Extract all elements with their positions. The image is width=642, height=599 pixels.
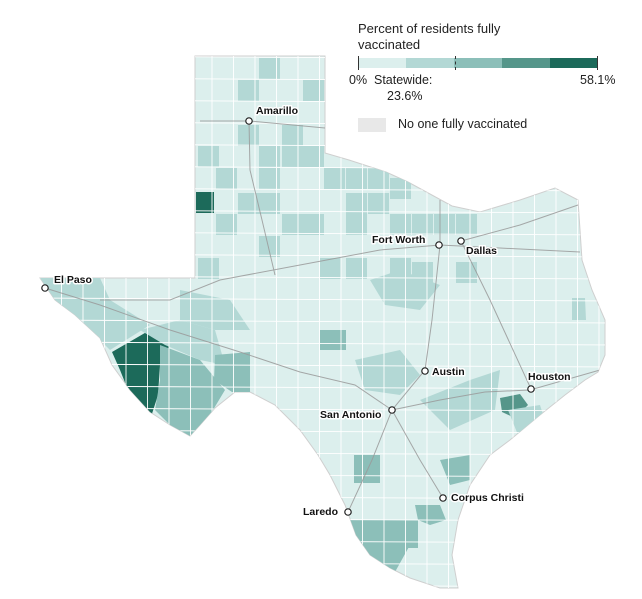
city-dallas: Dallas	[457, 237, 499, 259]
county-shade-9	[216, 168, 237, 189]
legend-swatch-5	[550, 58, 598, 68]
county-shade-28	[198, 258, 219, 279]
county-shade-17	[216, 214, 237, 235]
highway-i10-west	[44, 287, 393, 411]
county-shade-18	[282, 214, 303, 235]
legend-tick-max	[597, 56, 598, 70]
county-shade-6	[259, 146, 280, 167]
legend-statewide-label: Statewide:	[374, 73, 433, 87]
county-shade-23	[346, 214, 367, 235]
county-shade-30	[346, 258, 367, 279]
county-shade-16	[390, 178, 411, 199]
county-shade-10	[259, 168, 280, 189]
county-shade-2	[303, 80, 324, 101]
city-label-houston: Houston	[528, 371, 571, 383]
city-austin: Austin	[421, 365, 466, 380]
county-shade-27	[456, 214, 477, 235]
city-label-austin: Austin	[432, 366, 465, 378]
legend-nodata-swatch	[358, 118, 386, 132]
highway-i20	[100, 244, 581, 301]
county-shade-central-mid	[320, 330, 346, 350]
county-shade-big-bend	[112, 330, 170, 420]
legend-tick-min	[358, 56, 359, 70]
county-shade-8	[303, 146, 324, 167]
highway-i27	[248, 120, 276, 276]
city-label-fort-worth: Fort Worth	[372, 234, 425, 246]
county-shade-east	[572, 298, 586, 320]
legend-color-scale	[358, 58, 598, 68]
legend-swatch-2	[406, 58, 454, 68]
county-shade-gulf-coastal	[420, 370, 500, 430]
county-shade-19	[303, 214, 324, 235]
highway-i37	[391, 409, 444, 499]
city-san-antonio: San Antonio	[319, 406, 396, 423]
county-shade-far-west	[40, 278, 150, 350]
county-shade-rio-grande-valley	[350, 520, 410, 572]
city-fort-worth: Fort Worth	[371, 233, 443, 249]
highway-i10-east	[391, 369, 601, 411]
highway-i45	[460, 240, 532, 390]
county-shade-29	[320, 258, 341, 279]
county-shade-26	[434, 214, 455, 235]
city-corpus-christi: Corpus Christi	[439, 491, 526, 506]
city-label-san-antonio: San Antonio	[320, 409, 381, 421]
county-shade-valley-b	[395, 520, 418, 548]
city-houston: Houston	[527, 370, 572, 393]
county-shade-13	[324, 168, 345, 189]
county-shade-12	[259, 193, 280, 214]
city-label-el-paso: El Paso	[54, 274, 92, 286]
legend-min-label: 0%	[349, 73, 368, 87]
city-amarillo: Amarillo	[245, 104, 300, 125]
county-shade-1	[238, 80, 259, 101]
county-shade-5	[198, 146, 219, 167]
legend-statewide-value: 23.6%	[387, 89, 423, 103]
legend-nodata-label: No one fully vaccinated	[398, 117, 528, 131]
county-shade-20	[346, 193, 367, 214]
county-shade-val-verde	[214, 352, 250, 392]
county-shade-24	[390, 214, 411, 235]
city-label-laredo: Laredo	[303, 506, 338, 518]
county-shade-25	[412, 214, 433, 235]
county-shade-presidio	[155, 345, 225, 436]
city-el-paso: El Paso	[41, 273, 93, 292]
city-label-amarillo: Amarillo	[256, 105, 298, 117]
county-shade-21	[368, 193, 389, 214]
city-laredo: Laredo	[302, 505, 352, 520]
city-label-corpus-christi: Corpus Christi	[451, 492, 524, 504]
legend-statewide-marker	[455, 56, 457, 70]
county-shade-7	[282, 146, 303, 167]
county-shade-14	[346, 168, 367, 189]
city-label-dallas: Dallas	[466, 245, 497, 257]
county-shade-4	[282, 125, 303, 146]
legend-swatch-4	[502, 58, 550, 68]
county-shade-33	[456, 262, 477, 283]
county-shade-dark-panhandle	[196, 192, 214, 213]
county-shade-11	[238, 193, 259, 214]
highway-i30	[460, 204, 579, 242]
legend-max-label: 58.1%	[580, 73, 616, 87]
legend-swatch-3	[454, 58, 502, 68]
county-shade-hill-country	[355, 350, 420, 395]
county-shade-15	[368, 168, 389, 189]
county-shade-permian	[180, 290, 250, 330]
legend-swatch-1	[358, 58, 406, 68]
county-shade-south-a	[354, 455, 380, 483]
county-shade-coastal-bend	[440, 455, 470, 485]
county-shade-0	[259, 58, 280, 79]
county-shade-3	[238, 125, 259, 146]
legend-title: Percent of residents fully vaccinated	[358, 21, 501, 52]
county-shade-22	[259, 236, 280, 257]
